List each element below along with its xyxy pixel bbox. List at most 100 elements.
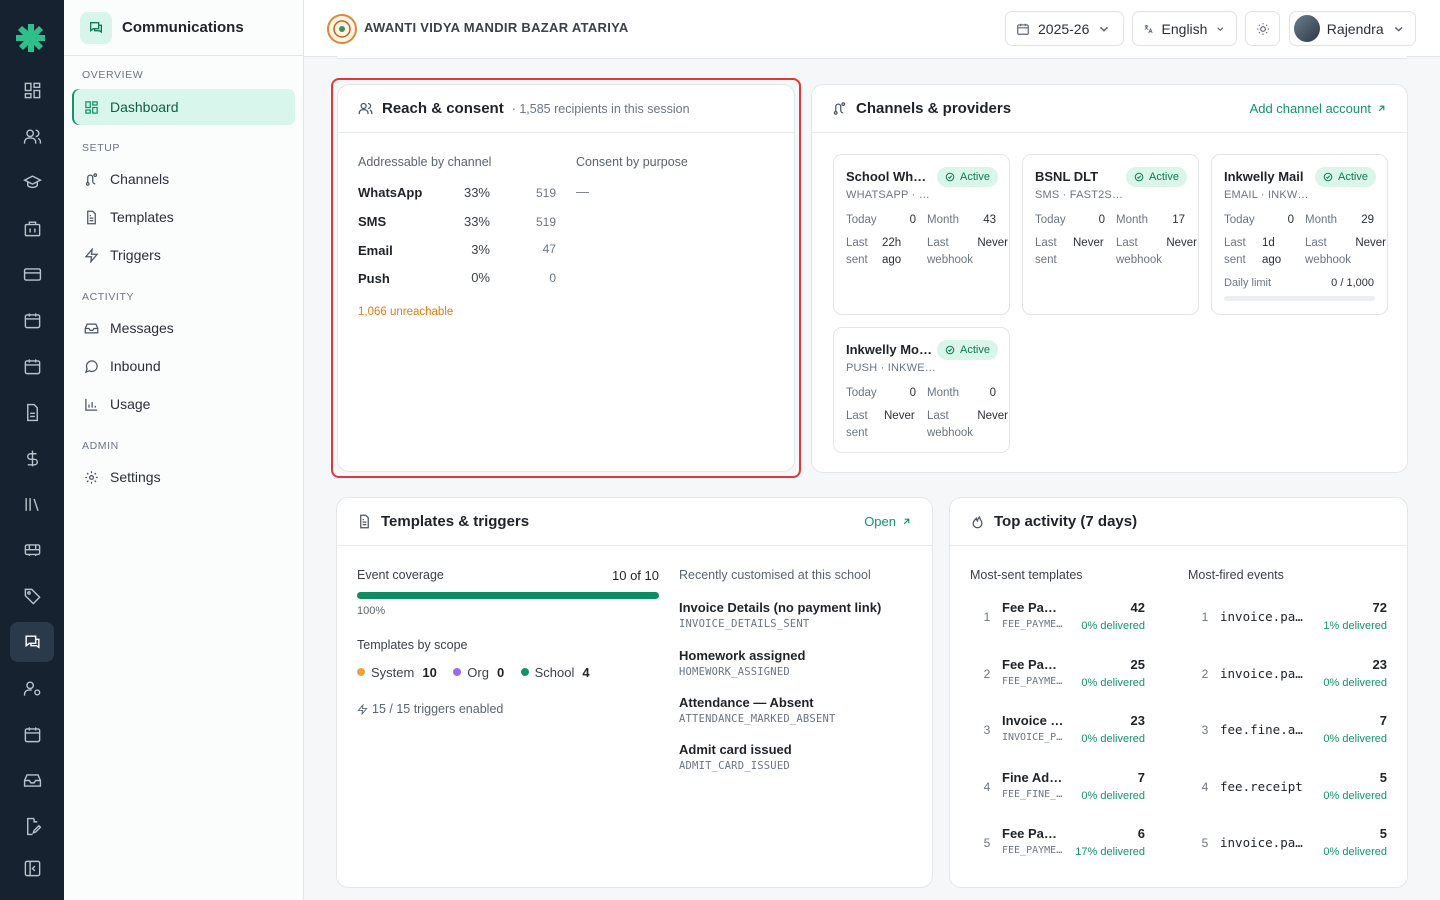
channel-row: WhatsApp 33% 519 [358, 185, 558, 201]
sidebar-item-messages[interactable]: Messages [72, 310, 295, 346]
sidebar-item-channels[interactable]: Channels [72, 161, 295, 197]
sidebar-item-usage[interactable]: Usage [72, 386, 295, 422]
route-icon [833, 102, 846, 115]
today-label: Today [846, 214, 877, 226]
recent-item[interactable]: Admit card issued ADMIT_CARD_ISSUED [679, 742, 792, 772]
rail-item-bus[interactable] [10, 530, 54, 570]
rail-item-library[interactable] [10, 484, 54, 524]
template-name: Fee Payment [1002, 657, 1064, 672]
messages-icon [24, 634, 40, 649]
templates-label: Most-sent templates [970, 568, 1083, 582]
rail-item-document[interactable] [10, 392, 54, 432]
rail-item-tag[interactable] [10, 576, 54, 616]
rail-item-collapse[interactable] [10, 848, 54, 888]
today-label: Today [1224, 214, 1255, 226]
fire-count: 5 [1379, 770, 1387, 785]
section-setup: SETUP [82, 142, 121, 154]
top-bar: AWANTI VIDYA MANDIR BAZAR ATARIYA 2025-2… [304, 0, 1440, 57]
library-icon [24, 497, 39, 511]
inbox-icon [23, 773, 41, 787]
last-webhook-value: Never [977, 237, 1008, 249]
arrow-up-right-icon [903, 518, 910, 525]
sidebar-item-inbound[interactable]: Inbound [72, 348, 295, 384]
rail-item-card[interactable] [10, 254, 54, 294]
fire-count: 23 [1372, 657, 1387, 672]
channel-count: 519 [535, 215, 556, 229]
recent-label: Recently customised at this school [679, 568, 871, 582]
template-name: Fee Payment [1002, 826, 1064, 841]
open-templates-link[interactable]: Open [864, 514, 912, 529]
message-circle-icon [84, 359, 98, 373]
status-label: Active [1338, 171, 1368, 183]
provider-card[interactable]: Inkwelly Mail Active EMAIL · INKWELLY To… [1211, 154, 1388, 315]
provider-card[interactable]: Inkwelly Mobile Active PUSH · INKWELLY T… [833, 327, 1010, 453]
channel-pct: 33% [463, 185, 490, 200]
check-circle-icon [1323, 172, 1333, 182]
recent-item[interactable]: Invoice Details (no payment link) INVOIC… [679, 600, 881, 630]
provider-card[interactable]: BSNL DLT Active SMS · FAST2SMS Today 0 M… [1022, 154, 1199, 315]
rail-item-dashboard[interactable] [10, 70, 54, 110]
send-count: 7 [1137, 770, 1145, 785]
today-value: 0 [1098, 214, 1105, 226]
file-edit-icon [26, 817, 41, 835]
sidebar-item-dashboard[interactable]: Dashboard [72, 89, 295, 125]
template-name: Fee Payment [1002, 600, 1064, 615]
sidebar-item-templates[interactable]: Templates [72, 199, 295, 235]
sidebar-item-settings[interactable]: Settings [72, 459, 295, 495]
rail-item-inbox[interactable] [10, 760, 54, 800]
fire-count: 5 [1379, 826, 1387, 841]
channel-row: Email 3% 47 [358, 242, 558, 259]
add-channel-account-link[interactable]: Add channel account [1250, 101, 1387, 116]
card-title: Top activity (7 days) [994, 513, 1138, 530]
check-circle-icon [1134, 172, 1144, 182]
section-admin: ADMIN [82, 440, 119, 452]
dashboard-icon [85, 100, 98, 114]
rail-item-calendar[interactable] [10, 300, 54, 340]
today-value: 0 [909, 214, 916, 226]
rail-item-file-edit[interactable] [10, 806, 54, 846]
rail-item-messages[interactable] [10, 622, 54, 662]
coverage-bar [357, 592, 659, 599]
provider-name: School WhatsApp [846, 169, 932, 184]
rail-item-users[interactable] [10, 116, 54, 156]
school-dot [520, 668, 529, 676]
delivered-rate: 17% delivered [1075, 846, 1145, 858]
language-value: English [1161, 20, 1208, 37]
rank: 3 [983, 723, 991, 737]
provider-card[interactable]: School WhatsApp Active WHATSAPP · GUPSHU… [833, 154, 1010, 315]
sidebar-item-triggers[interactable]: Triggers [72, 237, 295, 273]
rail-item-user-settings[interactable] [10, 668, 54, 708]
chevron-down-icon [1217, 26, 1224, 31]
send-count: 42 [1130, 600, 1145, 615]
channel-row: Push 0% 0 [358, 270, 558, 287]
school-name: AWANTI VIDYA MANDIR BAZAR ATARIYA [364, 20, 629, 35]
rail-item-building[interactable] [10, 208, 54, 248]
recent-item[interactable]: Attendance — Absent ATTENDANCE_MARKED_AB… [679, 695, 836, 725]
recent-item-code: ADMIT_CARD_ISSUED [679, 760, 790, 772]
language-selector[interactable]: English [1132, 11, 1237, 46]
status-badge: Active [937, 340, 998, 360]
user-menu[interactable]: Rajendra [1289, 11, 1416, 46]
rail-item-calendar-alt[interactable] [10, 346, 54, 386]
rail-item-graduation[interactable] [10, 162, 54, 202]
template-name: Invoice Details [1002, 713, 1064, 728]
card-icon [23, 267, 41, 281]
calendar-icon [1017, 23, 1029, 35]
last-webhook-label: Last webhook [927, 410, 974, 439]
rank: 2 [983, 667, 991, 681]
rail-item-dollar[interactable] [10, 438, 54, 478]
recent-item[interactable]: Homework assigned HOMEWORK_ASSIGNED [679, 648, 805, 678]
sidebar-item-label: Messages [110, 320, 174, 336]
last-sent-label: Last sent [846, 410, 868, 439]
year-selector[interactable]: 2025-26 [1005, 11, 1124, 46]
last-sent-label: Last sent [1224, 237, 1246, 266]
coverage-label: Event coverage [357, 568, 444, 582]
flame-icon [972, 515, 983, 529]
rail-item-calendar-grid[interactable] [10, 714, 54, 754]
rank: 5 [1201, 836, 1209, 850]
provider-subtitle: WHATSAPP · GUPSHUP [846, 189, 936, 201]
last-sent-value: 1d ago [1262, 237, 1282, 266]
last-sent-label: Last sent [846, 237, 868, 266]
theme-toggle-button[interactable] [1245, 11, 1280, 46]
month-label: Month [1305, 214, 1337, 226]
